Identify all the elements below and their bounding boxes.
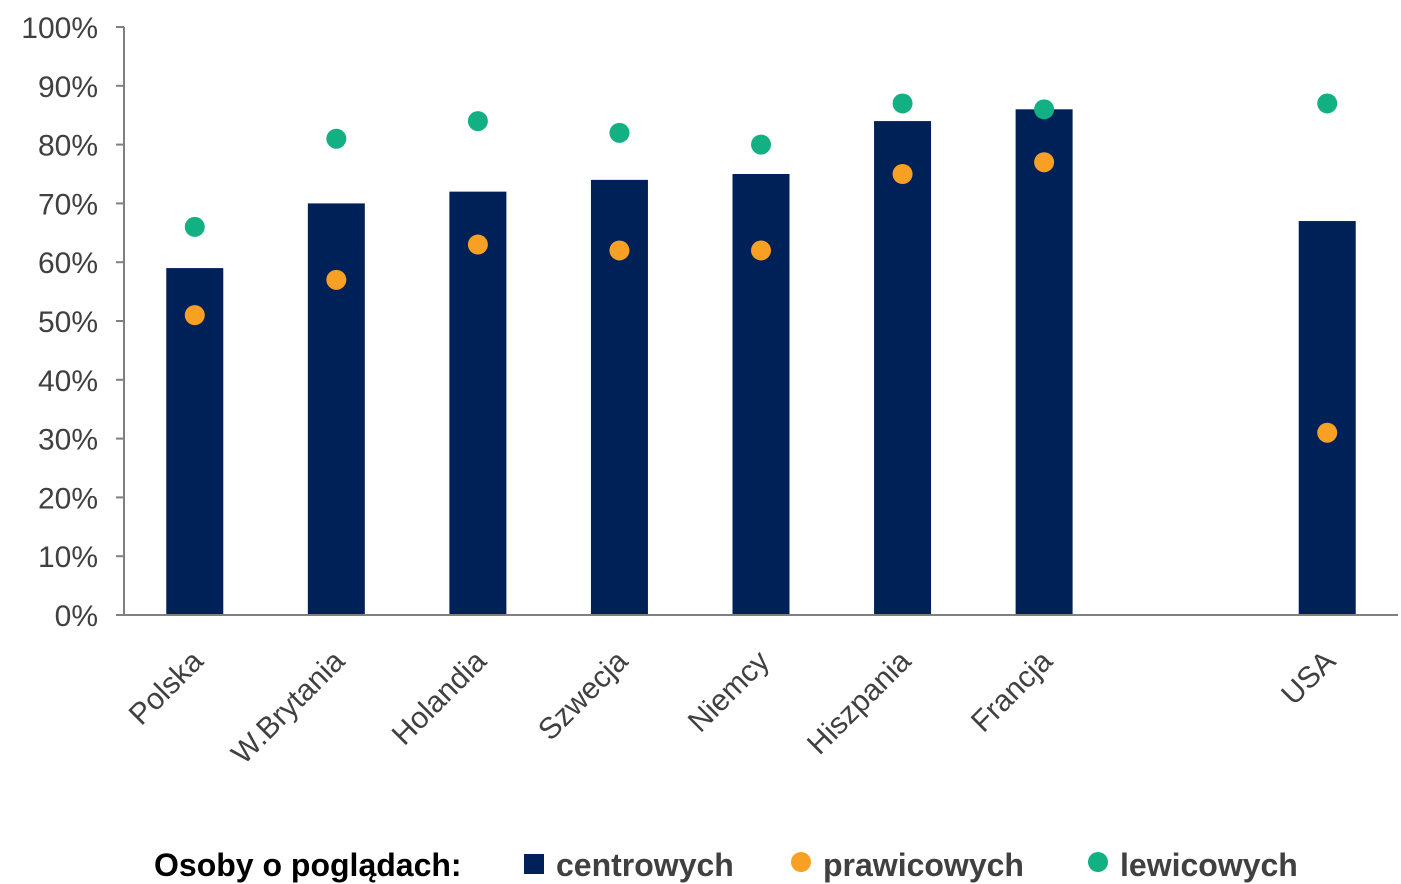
- point-lewicowych: [751, 134, 771, 155]
- x-category-label: Niemcy: [682, 645, 776, 739]
- point-prawicowych: [609, 240, 630, 261]
- y-axis: 0% 10% 20% 30% 40% 50% 60% 70% 80% 90% 100%: [21, 12, 125, 633]
- x-category-label: Polska: [123, 644, 210, 731]
- y-tick-label: 100%: [21, 12, 98, 45]
- bars: [166, 109, 1356, 616]
- bar-centrowych: [166, 268, 224, 615]
- point-prawicowych: [751, 240, 771, 261]
- bar-centrowych: [449, 191, 507, 615]
- legend: Osoby o poglądach: centrowych prawicowych l…: [154, 847, 1298, 883]
- y-tick-label: 10%: [38, 541, 98, 574]
- point-prawicowych: [326, 269, 347, 290]
- point-lewicowych: [892, 93, 913, 114]
- point-lewicowych: [467, 111, 488, 132]
- x-category-label: W.Brytania: [225, 644, 351, 770]
- y-tick-label: 0%: [55, 600, 98, 633]
- point-prawicowych: [1034, 152, 1055, 173]
- y-tick-label: 50%: [38, 306, 98, 339]
- legend-swatch-centrowych: [524, 854, 544, 874]
- y-tick-label: 20%: [38, 482, 98, 515]
- x-axis: Polska W.Brytania Holandia Szwecja Niemcy His…: [123, 614, 1398, 771]
- legend-label-centrowych: centrowych: [556, 847, 734, 883]
- y-tick-label: 30%: [38, 424, 98, 457]
- point-lewicowych: [1317, 93, 1338, 114]
- legend-swatch-lewicowych: [1088, 852, 1108, 872]
- bar-centrowych: [307, 203, 365, 615]
- y-tick-label: 90%: [38, 71, 98, 104]
- x-category-label: Francja: [965, 644, 1059, 738]
- point-lewicowych: [609, 122, 630, 143]
- point-prawicowych: [467, 234, 488, 255]
- bar-centrowych: [1298, 221, 1356, 616]
- points: [184, 93, 1338, 443]
- y-tick-label: 40%: [38, 365, 98, 398]
- point-prawicowych: [184, 305, 205, 326]
- x-category-label: Holandia: [386, 644, 493, 751]
- point-lewicowych: [326, 128, 347, 149]
- point-prawicowych: [1317, 422, 1338, 443]
- bar-centrowych: [732, 174, 790, 615]
- point-lewicowych: [184, 216, 205, 237]
- point-prawicowych: [892, 164, 913, 184]
- y-tick-label: 70%: [38, 188, 98, 221]
- bar-centrowych: [1015, 109, 1073, 615]
- x-category-label: USA: [1275, 645, 1342, 712]
- legend-label-lewicowych: lewicowych: [1120, 847, 1298, 883]
- point-lewicowych: [1034, 99, 1055, 120]
- y-tick-label: 60%: [38, 247, 98, 280]
- y-tick-label: 80%: [38, 130, 98, 163]
- legend-swatch-prawicowych: [791, 852, 811, 872]
- bar-centrowych: [874, 121, 932, 615]
- x-category-label: Hiszpania: [801, 644, 918, 761]
- legend-label-prawicowych: prawicowych: [823, 847, 1024, 883]
- legend-title: Osoby o poglądach:: [154, 847, 462, 883]
- x-category-label: Szwecja: [532, 644, 635, 747]
